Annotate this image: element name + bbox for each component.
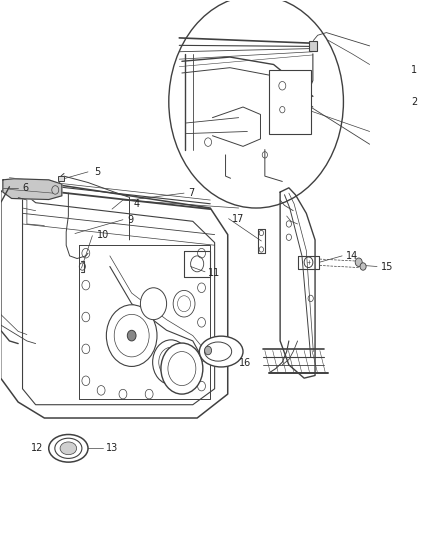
FancyBboxPatch shape [309, 41, 317, 51]
Text: 16: 16 [239, 358, 251, 368]
Circle shape [161, 343, 203, 394]
Text: 17: 17 [232, 214, 244, 224]
Text: 12: 12 [31, 443, 44, 453]
Text: 13: 13 [106, 443, 118, 453]
Text: 7: 7 [188, 188, 194, 198]
Ellipse shape [49, 434, 88, 462]
Text: 1: 1 [411, 65, 417, 75]
FancyBboxPatch shape [269, 70, 311, 134]
Circle shape [141, 288, 166, 320]
Text: 2: 2 [411, 96, 417, 107]
Circle shape [106, 305, 157, 367]
Text: 14: 14 [346, 251, 358, 261]
Text: 9: 9 [127, 215, 134, 225]
Text: 15: 15 [381, 262, 393, 271]
Ellipse shape [199, 336, 243, 367]
Text: 4: 4 [134, 199, 140, 209]
Circle shape [127, 330, 136, 341]
Text: 6: 6 [22, 183, 28, 193]
Circle shape [360, 263, 366, 270]
Text: 10: 10 [97, 230, 109, 240]
Ellipse shape [60, 442, 77, 455]
Circle shape [355, 258, 362, 266]
FancyBboxPatch shape [58, 176, 64, 181]
Text: 11: 11 [208, 268, 220, 278]
Circle shape [205, 346, 212, 355]
Circle shape [173, 290, 195, 317]
Text: 5: 5 [95, 167, 101, 177]
Polygon shape [3, 179, 62, 199]
Circle shape [152, 340, 189, 384]
